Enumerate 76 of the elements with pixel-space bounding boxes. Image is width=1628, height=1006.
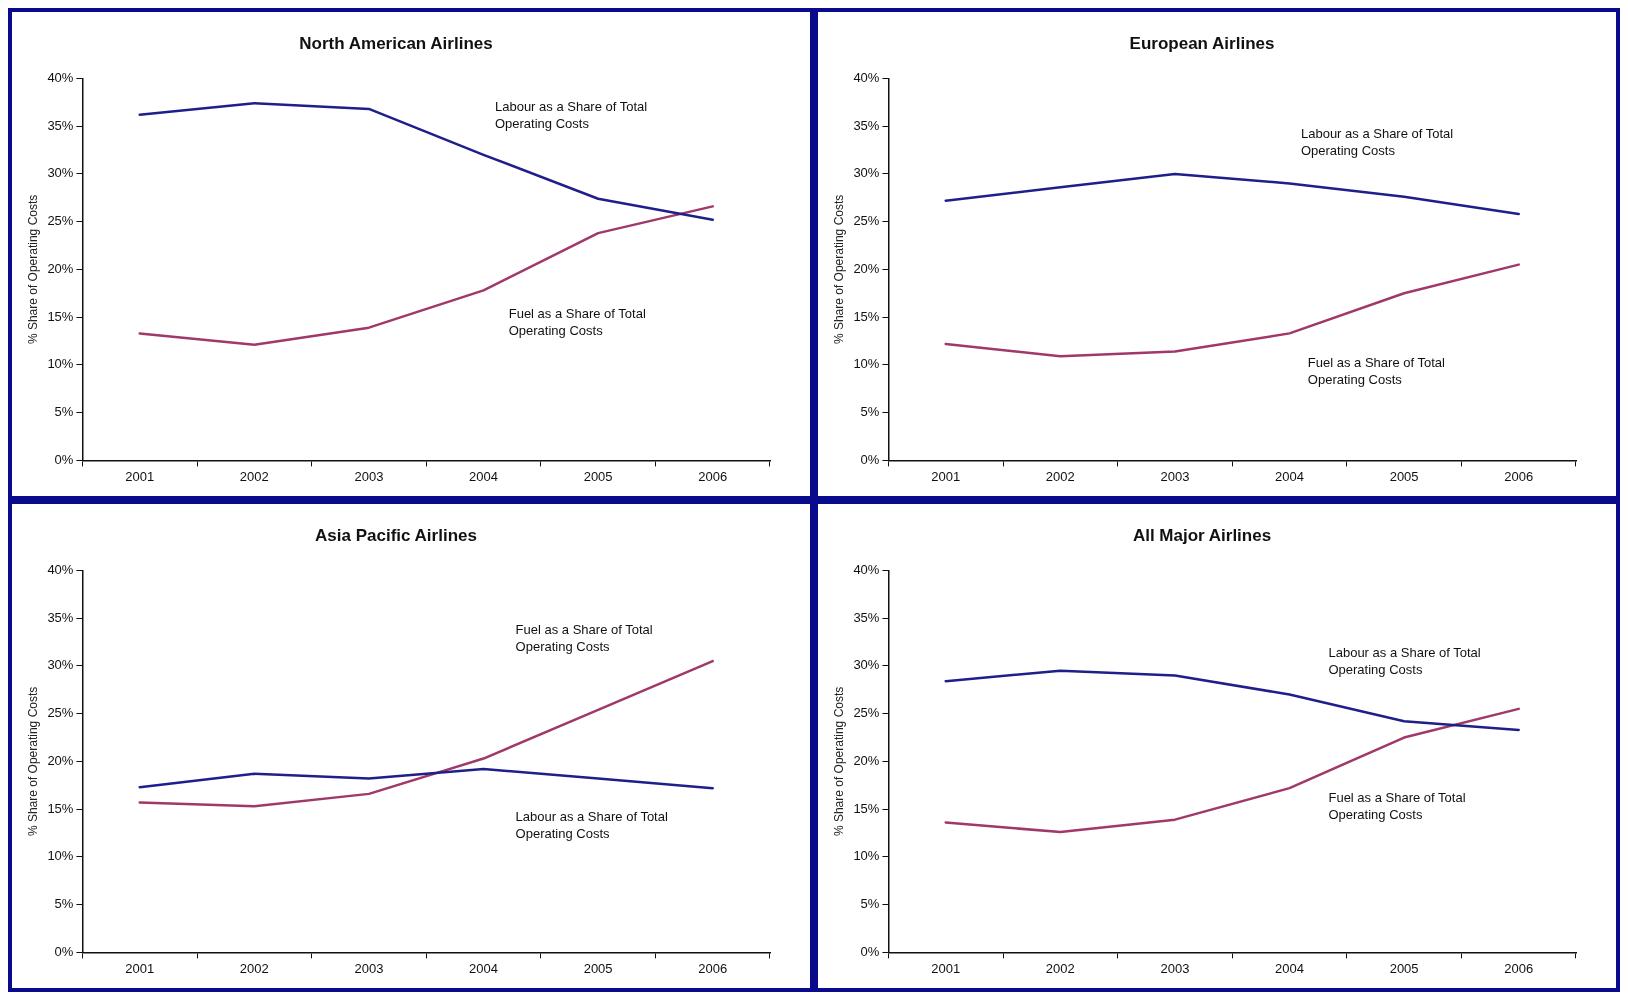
x-tick-label: 2001 (125, 468, 155, 484)
x-tick-label: 2005 (583, 468, 613, 484)
y-tick-label: 5% (860, 896, 880, 912)
y-axis-title: % Share of Operating Costs (25, 194, 40, 345)
y-tick-label: 5% (54, 896, 74, 912)
y-tick-label: 20% (47, 260, 74, 276)
y-tick-label: 35% (47, 117, 74, 133)
y-tick-label: 5% (54, 404, 74, 420)
x-tick-label: 2003 (354, 960, 384, 976)
series-label: Fuel as a Share of Total Operating Costs (1328, 790, 1466, 823)
x-tick-label: 2004 (1275, 468, 1304, 484)
y-tick-label: 25% (853, 213, 880, 229)
y-tick-label: 35% (853, 117, 880, 133)
y-tick-label: 15% (47, 308, 74, 324)
y-tick-label: 20% (853, 260, 880, 276)
text: Labour as a Share of Total Operating Costs (1300, 126, 1454, 159)
y-tick-label: 30% (47, 165, 74, 181)
x-tick-label: 2006 (698, 468, 728, 484)
x-tick-label: 2004 (1275, 960, 1304, 976)
x-tick-label: 2006 (698, 960, 728, 976)
y-tick-label: 10% (853, 848, 880, 864)
y-axis-title: % Share of Operating Costs (831, 194, 846, 345)
chart-title: All Major Airlines (1132, 525, 1272, 545)
x-tick-label: 2003 (1160, 960, 1190, 976)
y-tick-label: 35% (853, 609, 880, 625)
x-tick-label: 2005 (1389, 468, 1419, 484)
y-axis-title: % Share of Operating Costs (831, 686, 846, 837)
x-tick-label: 2006 (1504, 960, 1534, 976)
series-label: Labour as a Share of Total Operating Costs (515, 809, 668, 842)
y-axis-title: % Share of Operating Costs (25, 686, 40, 837)
y-tick-label: 30% (853, 657, 880, 673)
y-tick-label: 10% (853, 356, 880, 372)
x-tick-label: 2001 (931, 960, 961, 976)
y-tick-label: 0% (860, 943, 880, 959)
series-label: Fuel as a Share of Total Operating Costs (508, 305, 646, 338)
y-tick-label: 15% (853, 800, 880, 816)
y-tick-label: 35% (47, 609, 74, 625)
y-tick-label: 0% (860, 451, 880, 467)
y-tick-label: 15% (47, 800, 74, 816)
x-tick-label: 2002 (1045, 960, 1075, 976)
y-tick-label: 30% (853, 165, 880, 181)
y-tick-label: 20% (853, 752, 880, 768)
y-tick-label: 10% (47, 848, 74, 864)
text: Fuel as a Share of Total Operating Costs (515, 621, 653, 654)
y-tick-label: 40% (47, 561, 74, 577)
x-tick-label: 2005 (583, 960, 613, 976)
chart-title: North American Airlines (299, 33, 493, 53)
x-tick-label: 2001 (125, 960, 155, 976)
text: Fuel as a Share of Total Operating Costs (1307, 355, 1446, 388)
y-tick-label: 10% (47, 356, 74, 372)
x-tick-label: 2002 (239, 960, 269, 976)
x-tick-label: 2001 (931, 468, 961, 484)
x-tick-label: 2003 (1160, 468, 1190, 484)
y-tick-label: 0% (54, 943, 74, 959)
chart-title: European Airlines (1129, 33, 1275, 53)
x-tick-label: 2003 (354, 468, 384, 484)
series-label: Labour as a Share of Total Operating Costs (494, 99, 648, 132)
y-tick-label: 40% (47, 69, 74, 85)
y-tick-label: 25% (853, 705, 880, 721)
y-tick-label: 25% (47, 705, 74, 721)
y-tick-label: 30% (47, 657, 74, 673)
y-tick-label: 40% (853, 561, 880, 577)
chart-title: Asia Pacific Airlines (315, 525, 477, 545)
x-tick-label: 2004 (469, 468, 498, 484)
x-tick-label: 2002 (239, 468, 269, 484)
y-tick-label: 5% (860, 404, 880, 420)
y-tick-label: 25% (47, 213, 74, 229)
x-tick-label: 2006 (1504, 468, 1534, 484)
y-tick-label: 20% (47, 752, 74, 768)
x-tick-label: 2002 (1045, 468, 1075, 484)
x-tick-label: 2004 (469, 960, 498, 976)
text: Labour as a Share of Total Operating Costs (1328, 644, 1481, 677)
y-tick-label: 15% (853, 308, 880, 324)
y-tick-label: 0% (54, 451, 74, 467)
y-tick-label: 40% (853, 69, 880, 85)
x-tick-label: 2005 (1389, 960, 1419, 976)
